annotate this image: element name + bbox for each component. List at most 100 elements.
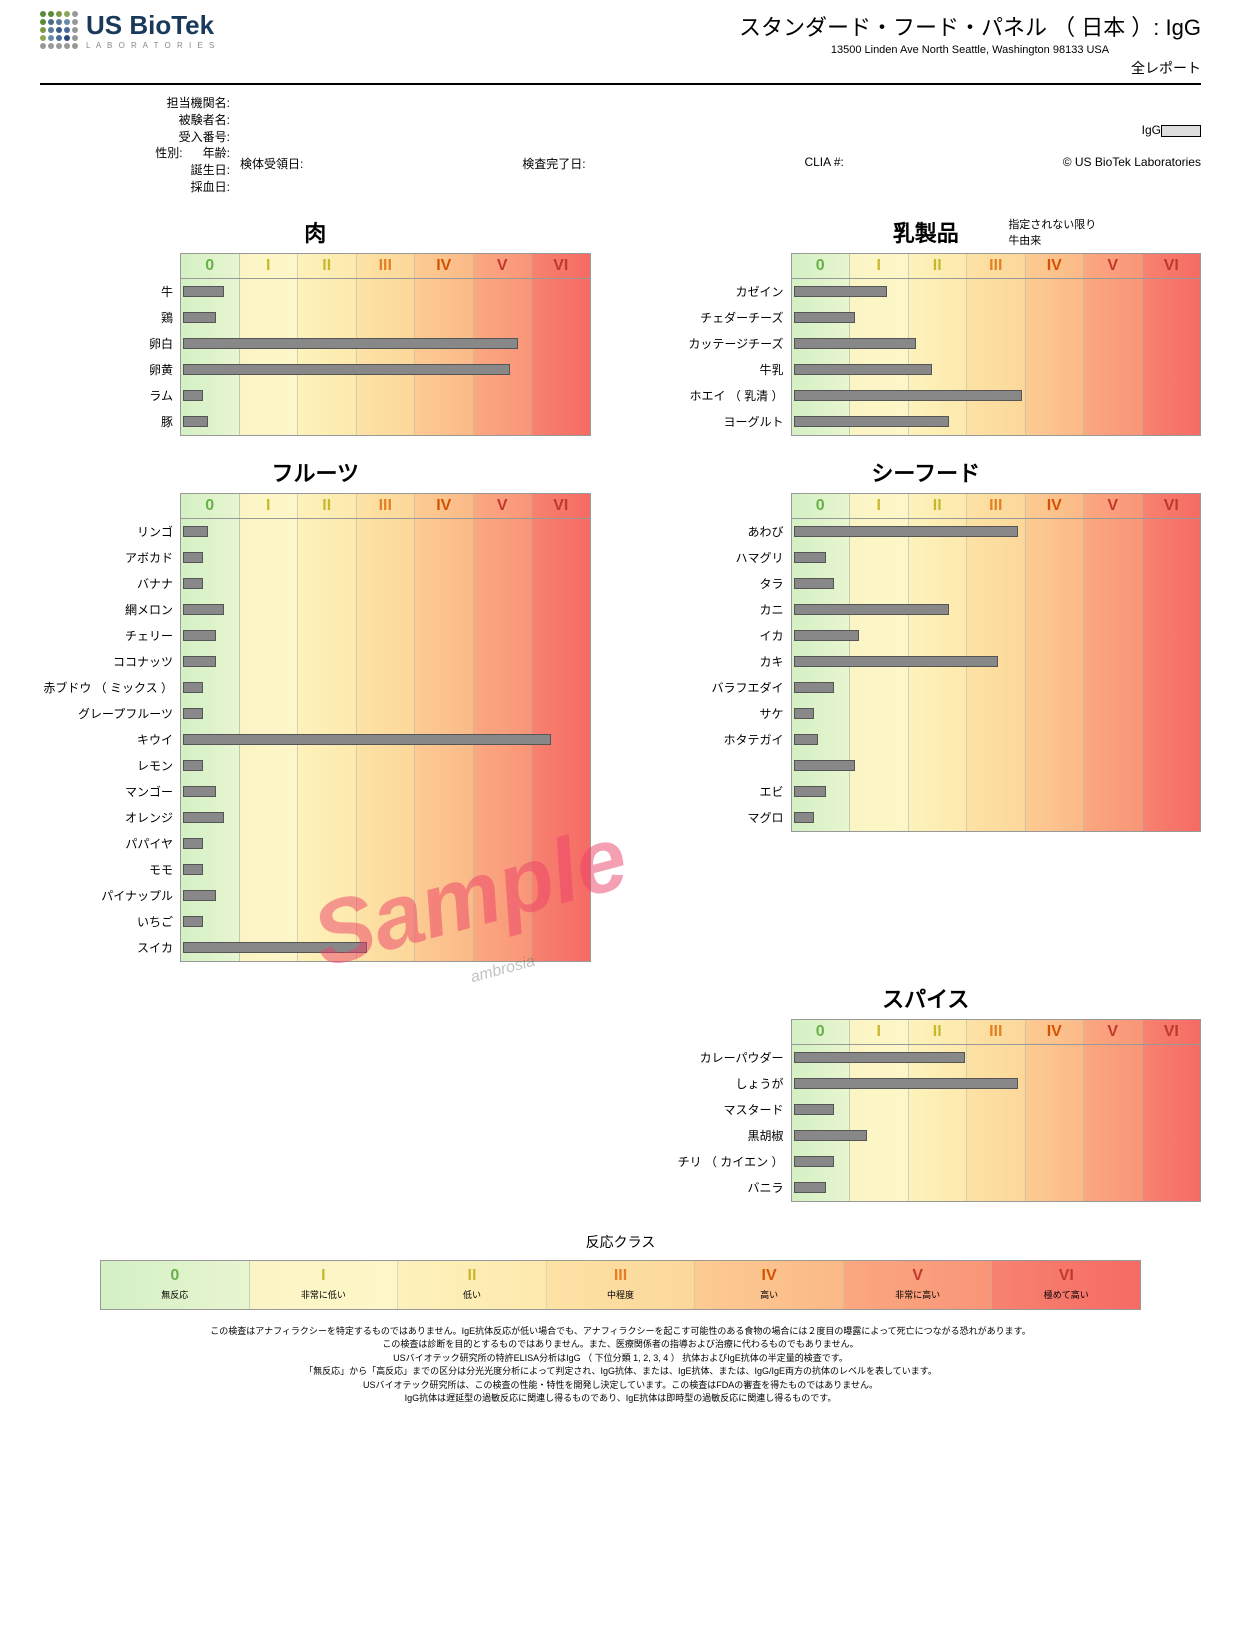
scale-cell: III	[967, 1020, 1026, 1044]
row-bar	[794, 286, 888, 297]
scale-cell: I	[850, 254, 909, 278]
chart-row: チェダーチーズ	[792, 305, 1201, 331]
row-label: ラム	[149, 387, 173, 404]
chart-row: 鶏	[181, 305, 590, 331]
row-label: マグロ	[747, 809, 783, 826]
chart-row: カゼイン	[792, 279, 1201, 305]
row-label: キウイ	[137, 731, 173, 748]
report-header: US BioTek L A B O R A T O R I E S スタンダード…	[40, 10, 1201, 85]
chart-title: 肉	[40, 216, 591, 248]
chart-row: パパイヤ	[181, 831, 590, 857]
row-bar	[183, 786, 216, 797]
chart-section	[40, 982, 591, 1202]
chart-row: オレンジ	[181, 805, 590, 831]
chart-row: あわび	[792, 519, 1201, 545]
row-bar	[794, 760, 855, 771]
chart-row: バラフエダイ	[792, 675, 1201, 701]
legend-cell: V非常に高い	[844, 1261, 993, 1309]
chart-row: サケ	[792, 701, 1201, 727]
scale-cell: VI	[532, 254, 590, 278]
chart-row: 卵白	[181, 331, 590, 357]
chart-section: フルーツ0IIIIIIIVVVIリンゴアボカドバナナ網メロンチェリーココナッツ赤…	[40, 456, 591, 962]
row-bar	[794, 682, 835, 693]
legend-cell: IV高い	[695, 1261, 844, 1309]
scale-cell: III	[967, 254, 1026, 278]
disclaimer-line: この検査は診断を目的とするものではありません。また、医療関係者の指導および治療に…	[40, 1338, 1201, 1352]
legend-cell: VI極めて高い	[992, 1261, 1140, 1309]
row-label: パパイヤ	[125, 835, 173, 852]
scale-cell: V	[474, 494, 533, 518]
chart-row: ヨーグルト	[792, 409, 1201, 435]
row-bar	[794, 734, 819, 745]
row-bar	[183, 864, 203, 875]
row-label: カキ	[759, 653, 783, 670]
row-bar	[794, 312, 855, 323]
row-label: チェダーチーズ	[700, 309, 783, 326]
legend-roman: 0	[101, 1267, 249, 1285]
chart-row: タラ	[792, 571, 1201, 597]
row-bar	[794, 812, 814, 823]
scale-cell: II	[909, 1020, 968, 1044]
chart-scale-header: 0IIIIIIIVVVI	[180, 253, 591, 279]
row-label: タラ	[759, 575, 783, 592]
row-bar	[794, 656, 998, 667]
scale-cell: III	[357, 254, 416, 278]
chart-note: 指定されない限り 牛由来	[1008, 216, 1096, 248]
disclaimer-line: この検査はアナフィラクシーを特定するものではありません。IgE抗体反応が低い場合…	[40, 1325, 1201, 1339]
row-bar	[183, 942, 367, 953]
chart-row: マグロ	[792, 805, 1201, 831]
row-bar	[794, 1104, 835, 1115]
row-bar	[183, 416, 208, 427]
row-label: カゼイン	[735, 283, 783, 300]
row-label: あわび	[747, 523, 783, 540]
row-label: カレーパウダー	[700, 1049, 784, 1066]
meta-right: IgG 検体受領日: 検査完了日: CLIA #: © US BioTek La…	[240, 95, 1201, 196]
chart-row: チェリー	[181, 623, 590, 649]
row-bar	[183, 812, 224, 823]
legend-cell: 0無反応	[101, 1261, 250, 1309]
meta-sex-age: 性別: 年齢:	[40, 145, 230, 162]
charts-grid: Sample ambrosia 肉0IIIIIIIVVVI牛鶏卵白卵黄ラム豚乳製…	[40, 216, 1201, 1202]
chart-section: 肉0IIIIIIIVVVI牛鶏卵白卵黄ラム豚	[40, 216, 591, 436]
scale-cell: 0	[181, 254, 240, 278]
legend-label: 非常に低い	[250, 1288, 398, 1301]
chart-scale-header: 0IIIIIIIVVVI	[791, 1019, 1202, 1045]
row-bar	[183, 604, 224, 615]
row-bar	[183, 526, 208, 537]
row-label: アボカド	[125, 549, 173, 566]
chart-row: リンゴ	[181, 519, 590, 545]
row-label: マスタード	[723, 1101, 783, 1118]
row-label: レモン	[137, 757, 173, 774]
row-bar	[183, 286, 224, 297]
chart-body: あわびハマグリタラカニイカカキバラフエダイサケホタテガイエビマグロ	[791, 519, 1202, 832]
row-label: ホエイ （ 乳清 ）	[689, 387, 783, 404]
row-bar	[183, 338, 518, 349]
chart-row: 赤ブドウ （ ミックス ）	[181, 675, 590, 701]
row-label: モモ	[149, 861, 173, 878]
legend-roman: V	[844, 1267, 992, 1285]
meta-dob: 誕生日:	[40, 162, 230, 179]
row-bar	[183, 890, 216, 901]
row-label: バラフエダイ	[711, 679, 783, 696]
logo-name: US BioTek	[86, 10, 216, 41]
row-bar	[794, 630, 859, 641]
meta-collection: 採血日:	[40, 179, 230, 196]
igg-indicator: IgG	[240, 123, 1201, 137]
row-bar	[794, 1078, 1019, 1089]
chart-title: シーフード	[651, 456, 1202, 488]
row-bar	[794, 1130, 868, 1141]
chart-section: スパイス0IIIIIIIVVVIカレーパウダーしょうがマスタード黒胡椒チリ （ …	[651, 982, 1202, 1202]
meta-accession: 受入番号:	[40, 129, 230, 146]
chart-row: モモ	[181, 857, 590, 883]
meta-completed: 検査完了日:	[522, 155, 585, 172]
chart-row: 卵黄	[181, 357, 590, 383]
row-label: ハマグリ	[735, 549, 783, 566]
row-bar	[794, 1182, 827, 1193]
scale-cell: I	[240, 254, 299, 278]
row-bar	[794, 526, 1019, 537]
meta-clia: CLIA #:	[804, 155, 843, 172]
row-label: バニラ	[747, 1179, 783, 1196]
legend-roman: I	[250, 1267, 398, 1285]
legend-cell: I 非常に低い	[250, 1261, 399, 1309]
chart-title: フルーツ	[40, 456, 591, 488]
